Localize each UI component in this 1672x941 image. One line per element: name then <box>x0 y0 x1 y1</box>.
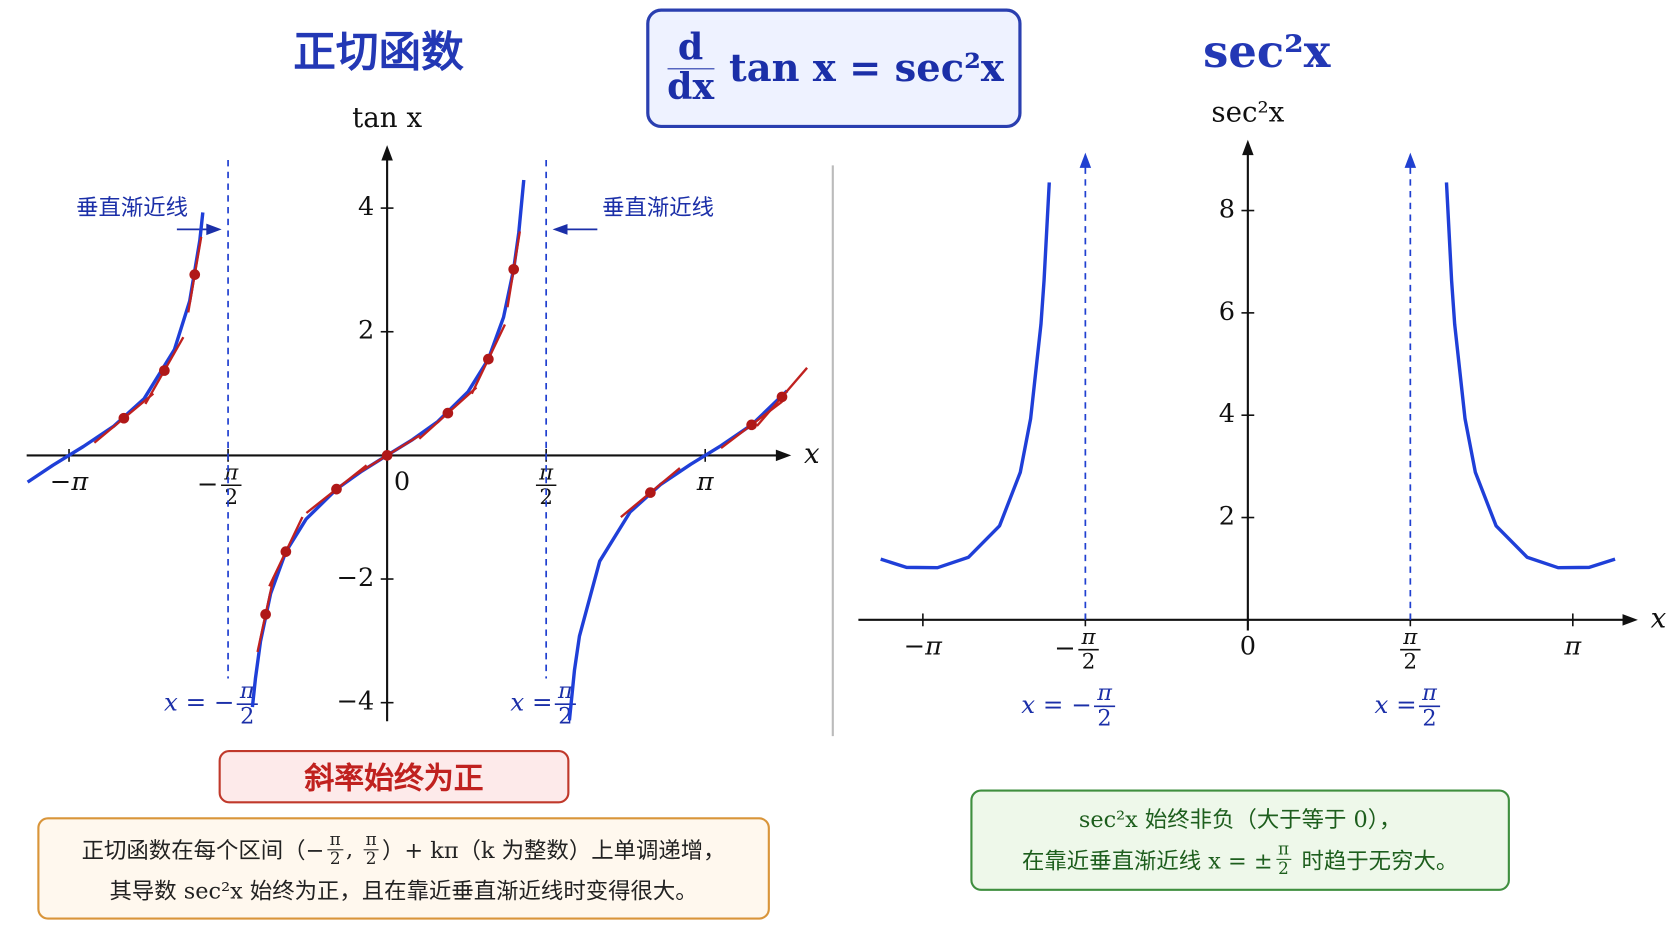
slope-note-box: 斜率始终为正 <box>218 750 570 804</box>
x-tick-label-sign: − <box>1054 634 1075 664</box>
tangent-point <box>260 609 271 620</box>
description-text: ）+ kπ（k 为整数）上单调递增， <box>381 837 726 864</box>
asymptote-label-num: π <box>1096 680 1113 706</box>
description-text: 正切函数在每个区间（− <box>81 837 325 864</box>
description-text: 在靠近垂直渐近线 x = ± <box>1022 847 1273 874</box>
tangent-point <box>483 353 494 365</box>
asymptote-label-prefix: x = − <box>164 688 234 717</box>
tangent-point <box>189 269 201 280</box>
asymptote-label-prefix: x = − <box>1021 690 1091 719</box>
x-tick-label-num: π <box>1402 625 1418 650</box>
description-line: 正切函数在每个区间（− π 2, π 2 ）+ kπ（k 为整数）上单调递增， <box>81 830 726 868</box>
x-tick-label: 0 <box>394 467 410 497</box>
asymptote-note: 垂直渐近线 <box>602 195 714 221</box>
y-axis-label: sec²x <box>1211 96 1284 129</box>
x-tick-label-num: π <box>223 461 239 486</box>
curve <box>26 179 789 721</box>
tangent-point <box>280 546 292 557</box>
y-tick-label: 4 <box>1219 399 1235 429</box>
slope-note: 斜率始终为正 <box>304 760 484 796</box>
description-text: , <box>346 836 361 863</box>
asymptote-label-num: π <box>1421 680 1438 706</box>
asymptote-label-den: 2 <box>1422 706 1436 732</box>
y-tick-label: 2 <box>1219 502 1235 532</box>
fraction-num: π <box>1275 841 1292 860</box>
asymptote-label-num: π <box>557 678 574 704</box>
x-tick-label-num: π <box>538 461 554 486</box>
tangent-point <box>159 365 170 376</box>
x-tick-label-sign: − <box>197 469 218 499</box>
tangent-point <box>508 263 520 275</box>
asymptote-label-num: π <box>239 678 256 704</box>
x-tick-label-den: 2 <box>224 485 238 510</box>
description-box: sec²x 始终非负（大于等于 0）， 在靠近垂直渐近线 x = ± π 2 时趋于无… <box>970 789 1510 891</box>
note-arrow-head <box>206 223 222 236</box>
x-tick-label: π <box>1563 632 1582 662</box>
tangent-point <box>331 483 342 495</box>
y-tick-label: 4 <box>358 192 374 222</box>
x-tick-label-den: 2 <box>539 485 553 510</box>
description-text: sec²x 始终非负（大于等于 0）， <box>1078 807 1402 833</box>
y-tick-label: 6 <box>1219 297 1235 327</box>
description-text: 时趋于无穷大。 <box>1294 847 1459 874</box>
y-axis-label: tan x <box>352 101 422 134</box>
fraction-num: π <box>363 830 379 850</box>
y-tick-label: −2 <box>337 563 375 593</box>
fraction-den: 2 <box>1278 857 1289 879</box>
y-tick-label: 2 <box>358 316 374 346</box>
tangent-point <box>776 391 788 403</box>
x-tick-label: π <box>696 467 715 497</box>
chart-title: 正切函数 <box>293 27 464 77</box>
asymptote-note: 垂直渐近线 <box>76 195 188 221</box>
chart-title: sec²x <box>1203 25 1331 78</box>
formula-den: dx <box>667 65 715 109</box>
x-axis-arrow <box>1622 614 1638 626</box>
note-arrow-head <box>552 224 568 235</box>
fraction-den: 2 <box>365 847 377 868</box>
x-tick-label-num: π <box>1081 625 1097 650</box>
tangent-point <box>381 450 393 461</box>
x-axis-label: x <box>1651 601 1667 634</box>
x-axis-arrow <box>775 449 792 462</box>
y-tick-label: −4 <box>337 687 375 717</box>
fraction-den: 2 <box>329 847 341 868</box>
description-box: 正切函数在每个区间（− π 2, π 2 ）+ kπ（k 为整数）上单调递增， 其导数 s… <box>37 817 770 920</box>
asymptote-arrow <box>1404 152 1417 168</box>
tangent-point <box>118 412 130 424</box>
x-tick-label-den: 2 <box>1404 650 1418 675</box>
description-line: sec²x 始终非负（大于等于 0）， <box>1079 803 1402 835</box>
formula-rest: tan x = sec²x <box>729 45 1004 91</box>
formula: d dx tan x = sec²x <box>664 29 1004 109</box>
x-tick-label: −π <box>50 467 89 497</box>
tangent-point <box>645 487 656 498</box>
asymptote-label-den: 2 <box>1097 706 1111 732</box>
y-axis-arrow <box>381 145 393 161</box>
asymptote-label-prefix: x = <box>1375 690 1417 719</box>
formula-box: d dx tan x = sec²x <box>646 8 1022 129</box>
asymptote-arrow <box>1079 152 1092 168</box>
derivative-fraction: d dx <box>667 29 715 109</box>
y-tick-label: 8 <box>1219 195 1235 225</box>
description-line: 其导数 sec²x 始终为正，且在靠近垂直渐近线时变得很大。 <box>110 874 698 906</box>
curve <box>880 182 1616 570</box>
description-line: 在靠近垂直渐近线 x = ± π 2 时趋于无穷大。 <box>1022 841 1458 877</box>
x-tick-label: 0 <box>1240 632 1256 662</box>
x-tick-label: −π <box>904 632 943 662</box>
formula-num: d <box>667 29 715 69</box>
tangent-point <box>442 407 454 419</box>
x-axis-label: x <box>804 437 820 470</box>
x-tick-label-den: 2 <box>1082 650 1096 675</box>
asymptote-label-den: 2 <box>240 704 254 730</box>
fraction-num: π <box>327 830 343 850</box>
y-axis-arrow <box>1242 139 1254 156</box>
tangent-point <box>746 419 757 431</box>
description-text: 其导数 sec²x 始终为正，且在靠近垂直渐近线时变得很大。 <box>109 878 698 904</box>
asymptote-label-prefix: x = <box>510 688 552 717</box>
